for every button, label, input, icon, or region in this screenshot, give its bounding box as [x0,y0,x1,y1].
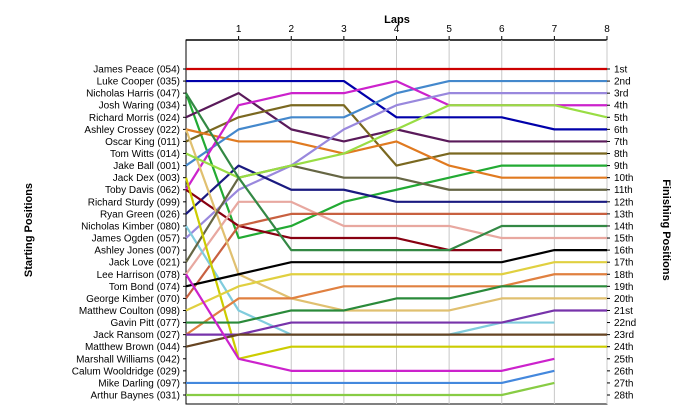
starting-position-label: George Kimber (070) [86,294,180,305]
x-tick-label: 7 [552,24,558,35]
driver-line [185,92,607,252]
driver-line [186,285,607,324]
starting-position-label: Marshall Williams (042) [76,354,180,365]
driver-line [186,79,607,131]
starting-position-label: Nicholas Harris (047) [86,89,180,100]
finishing-position-label: 8th [614,149,628,160]
finishing-position-label: 27th [614,378,633,389]
driver-line [185,273,607,336]
finishing-position-label: 5th [614,113,628,124]
y-axis-right-title: Finishing Positions [660,179,672,280]
finishing-position-label: 10th [614,173,633,184]
starting-position-label: Nicholas Kimber (080) [81,221,180,232]
starting-position-label: Lee Harrison (078) [97,270,180,281]
driver-line [186,381,555,397]
driver-line [185,104,608,179]
starting-position-label: Tom Bond (074) [109,282,180,293]
y-axis-left-title: Starting Positions [23,183,35,277]
x-tick-label: 5 [446,24,452,35]
starting-position-label: Calum Wooldridge (029) [72,366,180,377]
starting-position-labels: James Peace (054)Luke Cooper (035)Nichol… [72,65,180,402]
finishing-position-label: 14th [614,221,633,232]
finishing-position-label: 25th [614,354,633,365]
starting-position-label: Jack Dex (003) [113,173,180,184]
finishing-position-label: 3rd [614,89,628,100]
driver-line [186,369,555,385]
starting-position-label: Tom Witts (014) [110,149,180,160]
driver-line [185,261,607,312]
finishing-position-label: 21st [614,306,633,317]
finishing-position-label: 4th [614,101,628,112]
x-tick-label: 6 [499,24,505,35]
starting-position-label: Josh Waring (034) [99,101,180,112]
finishing-position-label: 15th [614,234,633,245]
starting-position-label: Jake Ball (001) [113,161,180,172]
finishing-position-label: 19th [614,282,633,293]
starting-position-label: Mike Darling (097) [98,378,180,389]
starting-position-label: Jack Ransom (027) [93,330,180,341]
x-tick-label: 2 [288,24,294,35]
series-lines [184,67,608,397]
starting-position-label: Jack Love (021) [109,258,180,269]
finishing-position-label: 28th [614,391,633,402]
driver-line [185,273,555,372]
finishing-position-label: 7th [614,137,628,148]
finishing-position-label: 16th [614,246,633,257]
driver-line [185,128,607,179]
finishing-position-label: 12th [614,197,633,208]
driver-line [185,333,607,348]
x-tick-label: 1 [236,24,242,35]
finishing-position-label: 20th [614,294,633,305]
driver-line [184,92,607,240]
starting-position-label: Oscar King (011) [105,137,180,148]
finishing-position-label: 13th [614,209,633,220]
driver-line [186,309,607,336]
starting-position-label: Ashley Jones (007) [94,246,180,257]
finishing-position-label: 22nd [614,318,636,329]
finishing-position-label: 24th [614,342,633,353]
driver-line [185,225,555,336]
starting-position-label: Gavin Pitt (077) [111,318,180,329]
plot-frame [183,39,610,405]
starting-position-label: Ashley Crossey (022) [84,125,180,136]
starting-position-label: Arthur Baynes (031) [91,391,181,402]
driver-line [185,249,607,288]
starting-position-label: Richard Sturdy (099) [88,197,180,208]
x-tick-label: 4 [394,24,400,35]
x-tick-label: 3 [341,24,347,35]
finishing-position-label: 17th [614,258,633,269]
finishing-position-label: 1st [614,65,628,76]
x-axis-title: Laps [384,14,410,26]
finishing-position-labels: 1st2nd3rd4th5th6th7th8th9th10th11th12th1… [614,65,636,402]
finishing-position-label: 23rd [614,330,634,341]
starting-position-label: James Ogden (057) [92,234,180,245]
starting-position-label: Richard Morris (024) [89,113,180,124]
starting-position-label: James Peace (054) [93,65,180,76]
starting-position-label: Luke Cooper (035) [97,77,180,88]
driver-line [185,79,607,167]
starting-position-label: Toby Davis (062) [105,185,180,196]
finishing-position-label: 2nd [614,77,631,88]
finishing-position-label: 26th [614,366,633,377]
driver-line [184,177,607,360]
finishing-position-label: 18th [614,270,633,281]
x-tick-labels: 1 2 3 4 5 6 7 8 [236,24,610,40]
driver-line [185,92,607,239]
finishing-position-label: 11th [614,185,633,196]
starting-position-label: Matthew Brown (044) [85,342,180,353]
driver-line [185,104,607,167]
finishing-position-label: 9th [614,161,628,172]
finishing-position-label: 6th [614,125,628,136]
starting-position-label: Matthew Coulton (098) [79,306,180,317]
starting-position-label: Ryan Green (026) [100,209,180,220]
x-tick-label: 8 [604,24,610,35]
driver-line [185,212,607,300]
